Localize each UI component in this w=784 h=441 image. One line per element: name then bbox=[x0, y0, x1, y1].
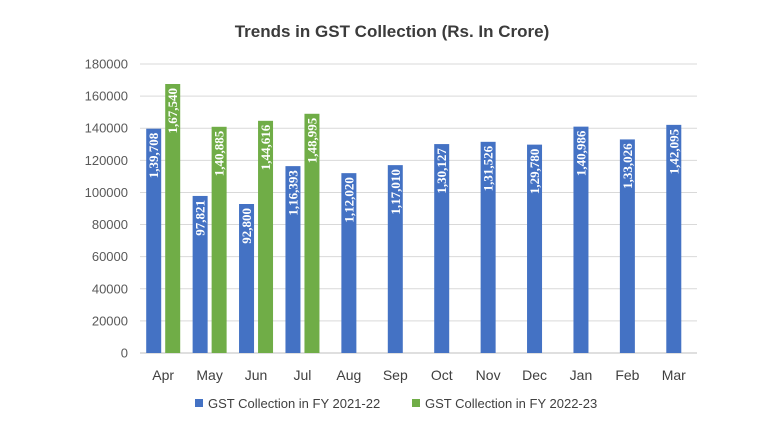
bar-fy2021-22-sep bbox=[387, 165, 403, 353]
bar-fy2022-23-jun bbox=[258, 120, 274, 353]
x-tick-label: Nov bbox=[476, 367, 501, 383]
y-tick-label: 80000 bbox=[92, 217, 128, 232]
data-label-fy2021-22-mar: 1,42,095 bbox=[666, 128, 681, 174]
bar-fy2021-22-jan bbox=[573, 126, 589, 353]
y-tick-label: 120000 bbox=[85, 153, 128, 168]
y-tick-label: 100000 bbox=[85, 185, 128, 200]
x-tick-label: Oct bbox=[431, 367, 453, 383]
legend-swatch-2 bbox=[412, 399, 420, 407]
x-tick-label: May bbox=[196, 367, 222, 383]
bar-fy2022-23-apr bbox=[165, 84, 181, 353]
data-label-fy2021-22-may: 97,821 bbox=[193, 200, 208, 236]
legend-label-1: GST Collection in FY 2021-22 bbox=[208, 396, 380, 411]
chart-title: Trends in GST Collection (Rs. In Crore) bbox=[234, 22, 550, 41]
bar-fy2021-22-jun bbox=[239, 204, 255, 353]
data-label-fy2022-23-may: 1,40,885 bbox=[212, 130, 227, 176]
x-tick-label: Mar bbox=[662, 367, 686, 383]
y-tick-label: 0 bbox=[121, 346, 128, 361]
data-label-fy2022-23-apr: 1,67,540 bbox=[165, 88, 180, 134]
y-tick-label: 60000 bbox=[92, 249, 128, 264]
bar-fy2021-22-may bbox=[192, 195, 208, 353]
x-tick-label: Jul bbox=[294, 367, 312, 383]
bar-fy2022-23-may bbox=[211, 126, 227, 354]
data-label-fy2022-23-jun: 1,44,616 bbox=[258, 124, 273, 170]
data-label-fy2021-22-apr: 1,39,708 bbox=[146, 132, 161, 178]
data-label-fy2021-22-jul: 1,16,393 bbox=[285, 170, 300, 216]
data-label-fy2021-22-oct: 1,30,127 bbox=[434, 148, 449, 194]
x-tick-label: Aug bbox=[336, 367, 361, 383]
legend-swatch-1 bbox=[195, 399, 203, 407]
x-tick-label: Dec bbox=[522, 367, 547, 383]
y-tick-label: 160000 bbox=[85, 89, 128, 104]
bar-fy2021-22-oct bbox=[434, 144, 450, 353]
bar-fy2021-22-dec bbox=[527, 144, 543, 353]
data-label-fy2021-22-nov: 1,31,526 bbox=[481, 145, 496, 191]
y-tick-label: 20000 bbox=[92, 313, 128, 328]
data-label-fy2022-23-jul: 1,48,995 bbox=[304, 117, 319, 163]
x-tick-label: Jan bbox=[570, 367, 593, 383]
data-label-fy2021-22-jun: 92,800 bbox=[239, 208, 254, 244]
data-label-fy2021-22-dec: 1,29,780 bbox=[527, 149, 542, 195]
bar-fy2021-22-nov bbox=[480, 141, 496, 353]
data-label-fy2021-22-feb: 1,33,026 bbox=[620, 143, 635, 189]
bar-fy2022-23-jul bbox=[304, 113, 320, 354]
y-tick-label: 180000 bbox=[85, 57, 128, 72]
y-tick-label: 40000 bbox=[92, 281, 128, 296]
bar-fy2021-22-apr bbox=[146, 128, 162, 353]
bar-fy2021-22-feb bbox=[619, 139, 635, 353]
x-tick-label: Apr bbox=[152, 367, 174, 383]
bar-fy2021-22-mar bbox=[666, 124, 682, 353]
bar-fy2021-22-aug bbox=[341, 173, 357, 353]
x-tick-label: Jun bbox=[245, 367, 268, 383]
data-label-fy2021-22-jan: 1,40,986 bbox=[573, 130, 588, 176]
bar-fy2021-22-jul bbox=[285, 166, 301, 353]
x-tick-label: Sep bbox=[383, 367, 408, 383]
legend-label-2: GST Collection in FY 2022-23 bbox=[425, 396, 597, 411]
x-tick-label: Feb bbox=[615, 367, 639, 383]
y-tick-label: 140000 bbox=[85, 121, 128, 136]
data-label-fy2021-22-aug: 1,12,020 bbox=[341, 177, 356, 223]
data-label-fy2021-22-sep: 1,17,010 bbox=[388, 169, 403, 215]
